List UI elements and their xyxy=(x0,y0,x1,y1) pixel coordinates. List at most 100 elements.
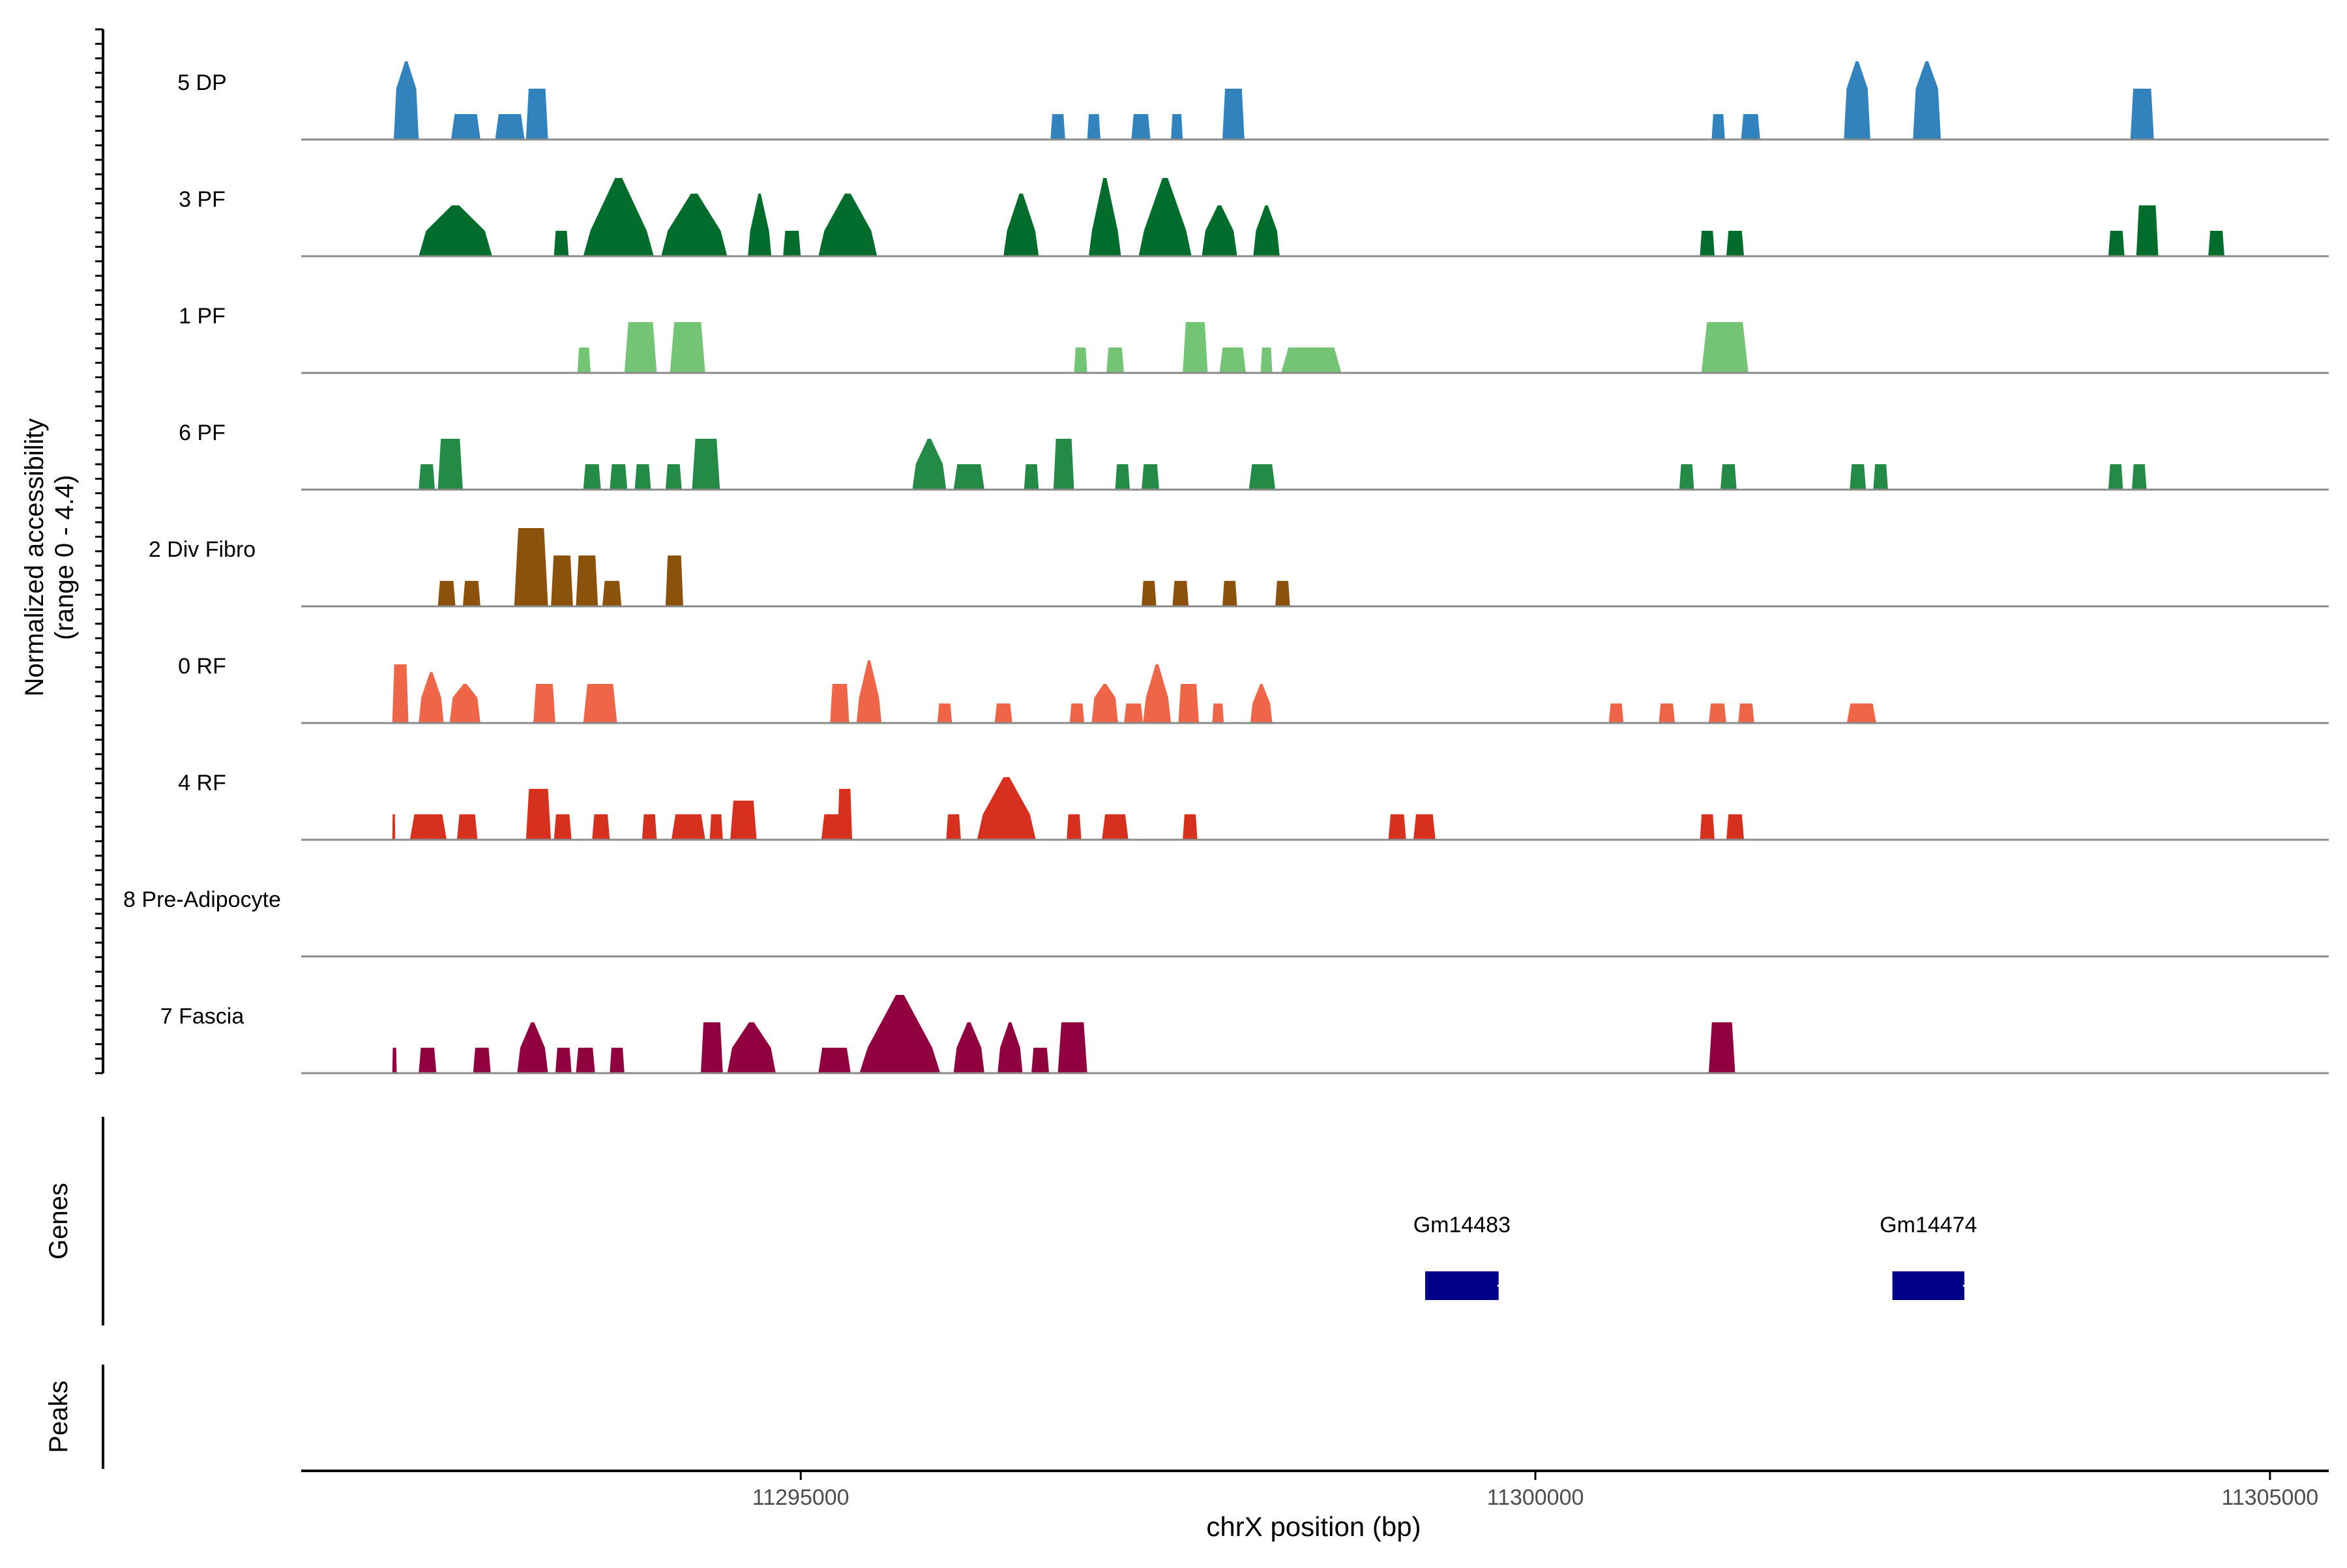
coverage-peak xyxy=(554,231,569,256)
coverage-peak xyxy=(730,801,757,840)
coverage-peak xyxy=(514,528,548,606)
coverage-peak xyxy=(392,814,396,840)
coverage-peak xyxy=(1846,703,1876,723)
coverage-peak xyxy=(533,684,555,723)
coverage-peak xyxy=(450,114,480,140)
coverage-peak xyxy=(437,581,456,606)
track-label: 5 DP xyxy=(177,70,227,95)
coverage-peak xyxy=(1850,464,1867,490)
coverage-peak xyxy=(1720,464,1737,490)
coverage-peak xyxy=(1250,684,1273,723)
coverage-peak xyxy=(1124,703,1144,723)
coverage-peak xyxy=(592,814,610,840)
coverage-peak xyxy=(1003,194,1039,256)
coverage-peak xyxy=(437,439,463,490)
coverage-peak xyxy=(953,464,984,490)
track-6-pf: 6 PF xyxy=(179,421,2329,491)
coverage-peak xyxy=(1050,114,1065,140)
genes-track-label: Genes xyxy=(44,1183,73,1260)
coverage-peak xyxy=(419,1048,437,1073)
coverage-peak xyxy=(1091,684,1119,723)
x-axis: 11295000 11300000 11305000 xyxy=(301,1470,2329,1510)
coverage-peak xyxy=(1873,464,1888,490)
coverage-peak xyxy=(449,684,480,723)
coverage-peak xyxy=(1183,814,1198,840)
coverage-peak xyxy=(818,194,878,256)
coverage-peak xyxy=(1171,114,1183,140)
coverage-peak xyxy=(555,1048,572,1073)
coverage-peak xyxy=(2108,464,2123,490)
coverage-peak xyxy=(583,464,601,490)
gene-gm14474: Gm14474 xyxy=(1880,1213,1977,1300)
coverage-peak xyxy=(1253,205,1280,256)
coverage-peak xyxy=(610,1048,625,1073)
coverage-peak xyxy=(953,1022,984,1073)
coverage-peak xyxy=(1057,1022,1087,1073)
coverage-peak xyxy=(610,464,628,490)
coverage-peak xyxy=(1222,89,1245,140)
coverage-peak xyxy=(392,1048,397,1073)
coverage-peak xyxy=(551,555,573,606)
coverage-peak xyxy=(1024,464,1039,490)
coverage-peak xyxy=(2136,205,2159,256)
x-axis-tick-label: 11300000 xyxy=(1487,1485,1584,1510)
x-axis-tick-label: 11305000 xyxy=(2221,1485,2318,1510)
coverage-peak xyxy=(856,660,882,723)
coverage-peak xyxy=(661,194,728,256)
coverage-peak xyxy=(1275,581,1290,606)
coverage-peak xyxy=(1088,178,1121,256)
y-axis-title-line2: (range 0 - 4.4) xyxy=(50,475,79,640)
coverage-peak xyxy=(671,814,705,840)
coverage-peak xyxy=(583,684,617,723)
coverage-peak xyxy=(700,1022,723,1073)
coverage-peak xyxy=(1608,703,1624,723)
coverage-peak xyxy=(602,581,622,606)
track-label: 4 RF xyxy=(178,771,226,795)
x-axis-title: chrX position (bp) xyxy=(1206,1511,1421,1542)
track-3-pf: 3 PF xyxy=(179,178,2329,258)
track-label: 7 Fascia xyxy=(160,1004,244,1029)
coverage-peak xyxy=(2132,464,2147,490)
track-1-pf: 1 PF xyxy=(179,304,2329,374)
coverage-peak xyxy=(409,814,447,840)
coverage-peak xyxy=(1069,703,1085,723)
coverage-peak xyxy=(994,703,1012,723)
coverage-peak xyxy=(392,664,409,723)
coverage-peak xyxy=(419,205,492,256)
coverage-peak xyxy=(1031,1048,1050,1073)
track-label: 8 Pre-Adipocyte xyxy=(123,887,281,912)
coverage-peak xyxy=(1913,61,1941,140)
coverage-peak xyxy=(1183,322,1208,373)
x-axis-tick-label: 11295000 xyxy=(752,1485,849,1510)
track-7-fascia: 7 Fascia xyxy=(160,995,2329,1074)
track-0-rf: 0 RF xyxy=(178,654,2329,724)
peaks-track-label: Peaks xyxy=(44,1380,73,1453)
coverage-peak xyxy=(1260,348,1273,373)
coverage-peak xyxy=(525,89,548,140)
track-5-dp: 5 DP xyxy=(177,61,2329,141)
coverage-peak xyxy=(2130,89,2154,140)
coverage-peak xyxy=(419,672,444,723)
coverage-peak xyxy=(1138,178,1192,256)
coverage-y-axis xyxy=(95,28,104,1074)
coverage-peak xyxy=(665,555,683,606)
coverage-peak xyxy=(1131,114,1151,140)
coverage-peak xyxy=(1281,348,1342,373)
track-8-pre-adipocyte: 8 Pre-Adipocyte xyxy=(123,887,2329,958)
coverage-peak xyxy=(1700,231,1715,256)
coverage-peak xyxy=(1106,348,1125,373)
coverage-peak xyxy=(1726,814,1745,840)
coverage-peak xyxy=(1219,348,1247,373)
coverage-peak xyxy=(525,789,552,840)
coverage-peak xyxy=(997,1022,1023,1073)
coverage-peak xyxy=(1053,439,1074,490)
gene-gm14483: Gm14483 xyxy=(1413,1213,1511,1300)
coverage-peak xyxy=(1388,814,1406,840)
coverage-peak xyxy=(624,322,657,373)
coverage-peak xyxy=(1248,464,1276,490)
coverage-peak xyxy=(1738,703,1754,723)
coverage-peak xyxy=(1178,684,1199,723)
track-2-div-fibro: 2 Div Fibro xyxy=(149,528,2329,608)
